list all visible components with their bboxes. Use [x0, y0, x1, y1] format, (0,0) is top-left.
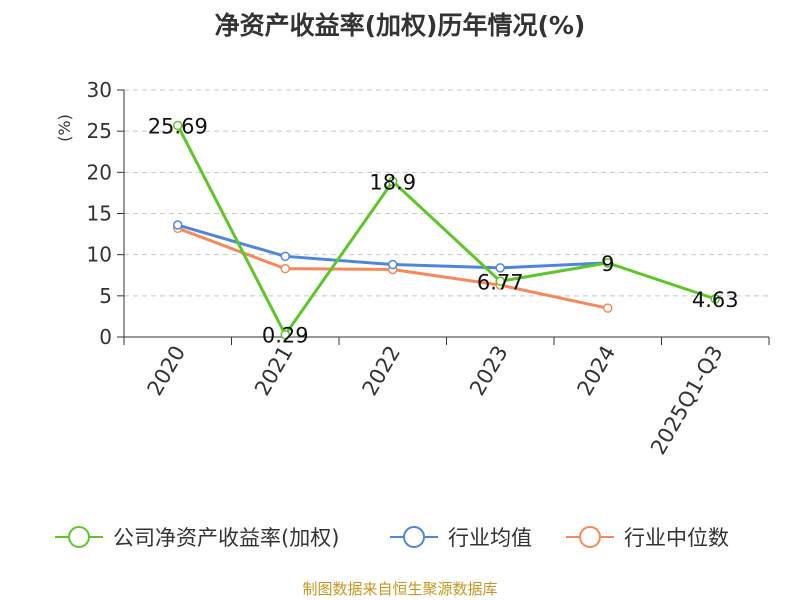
data-label: 6.77 [477, 270, 524, 294]
data-label: 0.29 [262, 324, 309, 348]
x-tick-label: 2021 [250, 342, 298, 400]
chart-title: 净资产收益率(加权)历年情况(%) [214, 11, 586, 40]
x-tick-label: 2022 [358, 342, 406, 400]
label-layer: 25.69 0.29 18.9 6.77 9 4.63 [148, 114, 739, 347]
legend-item: 行业均值 [390, 526, 532, 550]
data-point [388, 176, 398, 187]
x-tick-label: 2025Q1-Q3 [646, 342, 728, 459]
data-point [603, 303, 613, 313]
data-point [173, 220, 183, 230]
legend: 公司净资产收益率(加权) 行业均值 行业中位数 [55, 526, 729, 550]
y-tick-label: 10 [87, 243, 112, 267]
source-footer: 制图数据来自恒生聚源数据库 [302, 580, 498, 598]
data-point [173, 120, 183, 131]
data-label: 9 [601, 252, 614, 276]
y-tick-label: 15 [87, 202, 112, 226]
data-point [710, 294, 720, 304]
y-axis-label: (%) [55, 114, 74, 142]
legend-swatch-marker [579, 526, 601, 548]
data-point [603, 258, 613, 268]
legend-item: 公司净资产收益率(加权) [55, 526, 339, 550]
legend-label: 行业均值 [448, 526, 532, 550]
y-tick-label: 0 [99, 325, 112, 349]
x-tick-label: 2020 [143, 342, 191, 400]
y-tick-label: 20 [87, 160, 112, 184]
series-layer [173, 120, 720, 340]
data-point [280, 251, 290, 262]
data-point [495, 263, 505, 273]
legend-swatch-marker [68, 526, 90, 548]
data-point [280, 263, 290, 274]
data-label: 25.69 [148, 114, 208, 138]
legend-item: 行业中位数 [566, 526, 729, 550]
series-line [176, 124, 716, 337]
legend-label: 公司净资产收益率(加权) [113, 526, 339, 550]
x-tick-label: 2023 [465, 342, 513, 400]
data-point [495, 276, 505, 287]
legend-swatch-marker [403, 526, 425, 548]
data-label: 4.63 [692, 288, 739, 312]
x-tick-label: 2024 [573, 342, 621, 400]
legend-label: 行业中位数 [624, 526, 729, 550]
y-tick-label: 25 [87, 119, 112, 143]
y-tick-label: 5 [99, 284, 112, 308]
data-label: 18.9 [369, 170, 416, 194]
y-tick-label: 30 [87, 78, 112, 102]
data-point [388, 259, 398, 270]
data-point [280, 329, 290, 340]
